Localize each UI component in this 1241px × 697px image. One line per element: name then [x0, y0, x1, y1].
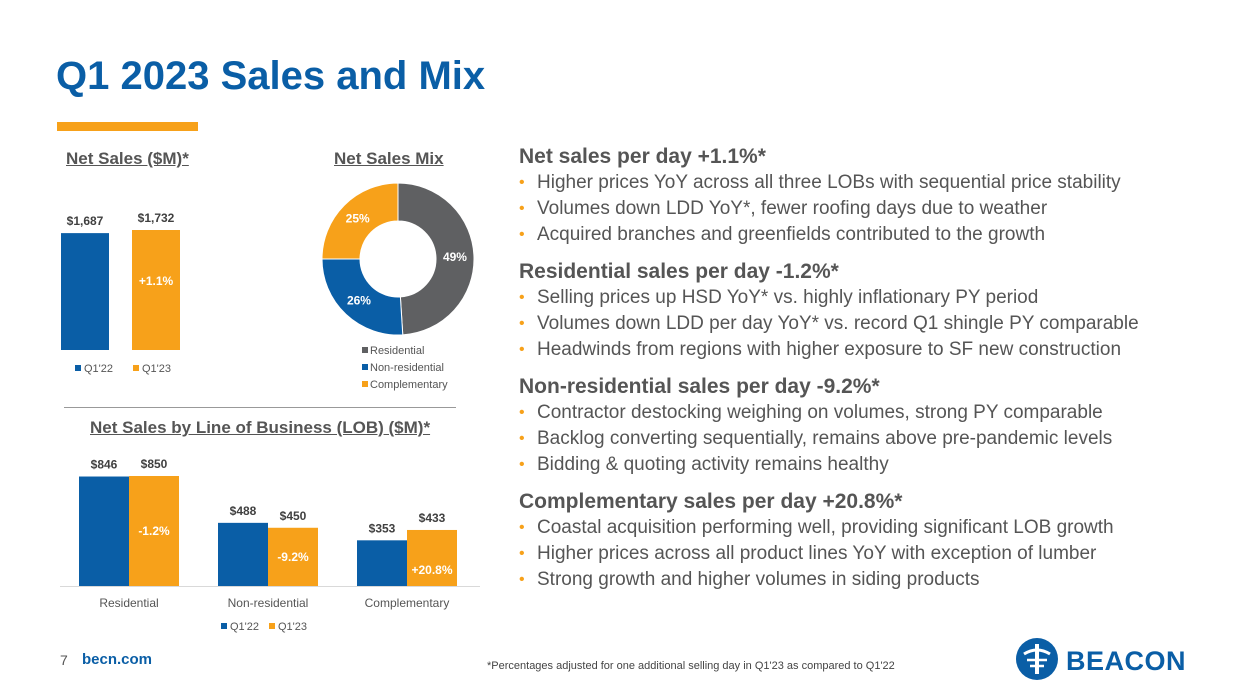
section-net-sales: Net sales per day +1.1%* Higher prices Y… [519, 143, 1219, 248]
net-sales-chart: $1,687 $1,732 +1.1% Q1'22 Q1'23 [61, 211, 180, 375]
bar [129, 476, 179, 586]
legend-swatch [75, 365, 81, 371]
title-accent-bar [57, 122, 198, 131]
growth-annotation: +1.1% [139, 274, 174, 288]
section-heading: Residential sales per day -1.2%* [519, 260, 839, 283]
section-residential: Residential sales per day -1.2%* Selling… [519, 258, 1219, 363]
data-label: $1,687 [67, 214, 104, 228]
legend-label: Residential [370, 345, 424, 357]
legend-swatch [133, 365, 139, 371]
data-label: $846 [91, 458, 118, 472]
bullet-item: Contractor destocking weighing on volume… [519, 400, 1219, 426]
data-label: $850 [141, 457, 168, 471]
data-label: $488 [230, 504, 257, 518]
section-complementary: Complementary sales per day +20.8%* Coas… [519, 488, 1219, 593]
data-label: $433 [419, 511, 446, 525]
bar [407, 529, 457, 586]
bullet-item: Strong growth and higher volumes in sidi… [519, 567, 1219, 593]
bullet-item: Volumes down LDD per day YoY* vs. record… [519, 311, 1219, 337]
section-heading: Non-residential sales per day -9.2%* [519, 375, 880, 398]
commentary-panel: Net sales per day +1.1%* Higher prices Y… [519, 143, 1219, 603]
slice-label: 26% [347, 294, 371, 308]
legend-swatch [362, 381, 368, 387]
bar [61, 233, 109, 350]
bar [79, 476, 129, 586]
pie-slice [321, 258, 404, 336]
legend-label: Q1'22 [230, 621, 259, 633]
bullet-item: Higher prices YoY across all three LOBs … [519, 170, 1219, 196]
x-tick-label: Non-residential [228, 596, 309, 610]
legend-label: Non-residential [370, 362, 444, 374]
legend-label: Q1'23 [278, 621, 307, 633]
pie-slice [397, 182, 475, 336]
legend-label: Q1'22 [84, 363, 113, 375]
bullet-item: Acquired branches and greenfields contri… [519, 222, 1219, 248]
growth-annotation: +20.8% [411, 563, 452, 577]
legend-swatch [269, 623, 275, 629]
bar [268, 527, 318, 586]
legend-swatch [362, 347, 368, 353]
slice-label: 25% [346, 212, 370, 226]
bar [132, 230, 180, 350]
bar [357, 540, 407, 586]
slice-label: 49% [443, 250, 467, 264]
bullet-item: Headwinds from regions with higher expos… [519, 337, 1219, 363]
bullet-item: Selling prices up HSD YoY* vs. highly in… [519, 285, 1219, 311]
x-tick-label: Residential [99, 596, 158, 610]
bullet-item: Backlog converting sequentially, remains… [519, 426, 1219, 452]
lighthouse-icon [1016, 638, 1058, 680]
section-non-residential: Non-residential sales per day -9.2%* Con… [519, 373, 1219, 478]
section-heading: Complementary sales per day +20.8%* [519, 490, 903, 513]
legend-swatch [221, 623, 227, 629]
data-label: $353 [369, 521, 396, 535]
page-title: Q1 2023 Sales and Mix [56, 54, 486, 98]
growth-annotation: -9.2% [277, 550, 309, 564]
bullet-item: Coastal acquisition performing well, pro… [519, 515, 1219, 541]
chart-divider [64, 407, 456, 408]
net-sales-chart-title: Net Sales ($M)* [66, 149, 189, 168]
bullet-item: Higher prices across all product lines Y… [519, 541, 1219, 567]
section-heading: Net sales per day +1.1%* [519, 145, 766, 168]
net-sales-mix-chart: 49% 26% 25% Residential Non-residential Compl… [321, 182, 475, 391]
page-number: 7 [60, 652, 68, 668]
legend-label: Complementary [370, 379, 448, 391]
net-sales-mix-chart-title: Net Sales Mix [334, 149, 444, 168]
bullet-item: Volumes down LDD YoY*, fewer roofing day… [519, 196, 1219, 222]
data-label: $1,732 [138, 211, 175, 225]
x-tick-label: Complementary [365, 596, 450, 610]
bar [218, 522, 268, 586]
footnote: *Percentages adjusted for one additional… [487, 660, 895, 672]
growth-annotation: -1.2% [138, 524, 170, 538]
beacon-logo: BEACON [1014, 636, 1194, 682]
logo-text: BEACON [1066, 646, 1187, 676]
lob-chart: $846 $850 -1.2% Residential $488 $450 -9.2% Non… [60, 457, 480, 633]
website-link[interactable]: becn.com [82, 651, 153, 668]
legend-label: Q1'23 [142, 363, 171, 375]
data-label: $450 [280, 509, 307, 523]
bullet-item: Bidding & quoting activity remains healt… [519, 452, 1219, 478]
pie-slice [321, 182, 399, 260]
lob-chart-title: Net Sales by Line of Business (LOB) ($M)… [90, 418, 431, 437]
legend-swatch [362, 364, 368, 370]
